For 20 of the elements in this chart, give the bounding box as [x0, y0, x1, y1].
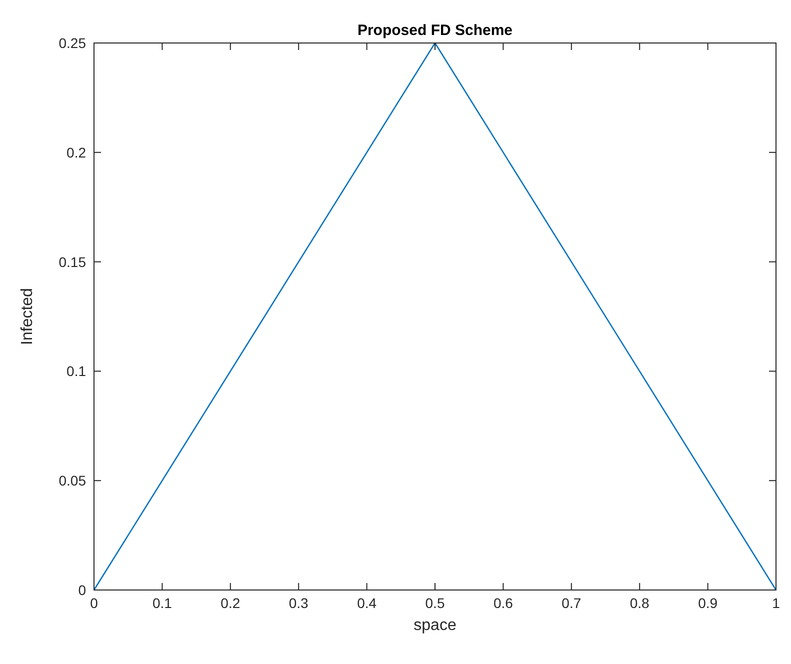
x-tick-label: 0.7 [562, 595, 582, 611]
x-tick-label: 1 [772, 595, 780, 611]
x-tick-label: 0.4 [357, 595, 377, 611]
x-tick-label: 0.8 [630, 595, 650, 611]
x-tick-label: 0 [90, 595, 98, 611]
x-tick-label: 0.6 [493, 595, 514, 611]
y-tick-label: 0.25 [58, 35, 86, 51]
x-axis-title: space [414, 617, 456, 634]
x-tick-label: 0.9 [698, 595, 718, 611]
y-tick-label: 0.1 [66, 363, 86, 380]
x-tick-label: 0.2 [220, 595, 240, 611]
y-tick-label: 0.15 [58, 254, 86, 270]
x-tick-label: 0.1 [152, 595, 172, 611]
y-tick-label: 0 [78, 582, 86, 598]
y-axis-title: Infected [19, 288, 36, 345]
x-tick-label: 0.3 [288, 595, 309, 611]
chart-title: Proposed FD Scheme [357, 22, 513, 39]
y-tick-label: 0.05 [58, 472, 86, 489]
x-tick-label: 0.5 [425, 595, 445, 611]
y-tick-label: 0.2 [66, 144, 86, 160]
